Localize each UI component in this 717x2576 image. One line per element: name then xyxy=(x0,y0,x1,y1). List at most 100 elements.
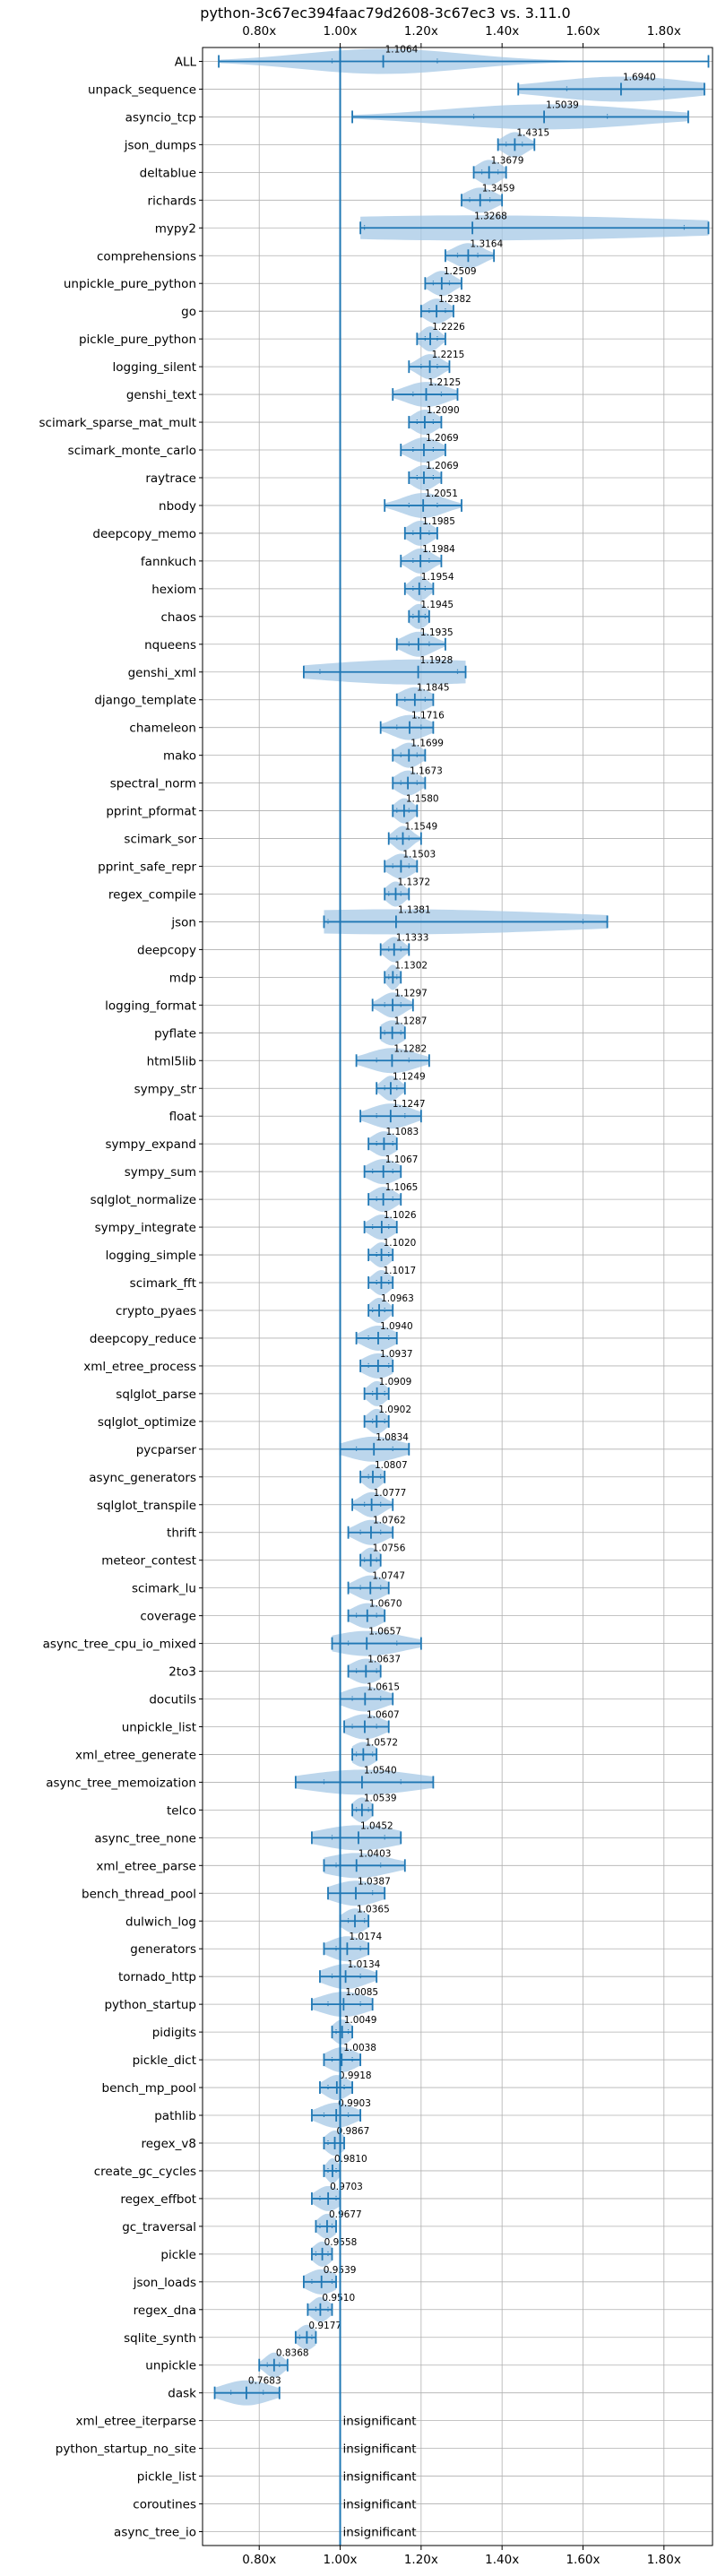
benchmark-value-label: 1.0134 xyxy=(348,1959,381,1970)
benchmark-value-label: 1.1954 xyxy=(421,572,454,583)
benchmark-value-label: 1.1580 xyxy=(406,794,439,805)
benchmark-value-label: 1.1699 xyxy=(410,739,444,749)
plot-frame xyxy=(202,47,713,2546)
benchmark-name: nbody xyxy=(159,499,196,514)
benchmark-name: json_dumps xyxy=(124,138,196,152)
benchmark-value-label: 1.0902 xyxy=(378,1405,411,1415)
benchmark-name: raytrace xyxy=(145,471,196,486)
benchmark-value-label: 1.2051 xyxy=(425,488,458,499)
benchmark-name: json_loads xyxy=(133,2276,196,2290)
benchmark-name: bench_thread_pool xyxy=(82,1887,196,1901)
benchmark-value-label: 1.2226 xyxy=(432,322,465,333)
benchmark-name: comprehensions xyxy=(97,249,196,264)
benchmark-name: unpickle_pure_python xyxy=(64,277,196,291)
benchmark-value-label: 1.0637 xyxy=(367,1655,401,1665)
benchmark-name: tornado_http xyxy=(118,1970,196,1984)
benchmark-name: chaos xyxy=(160,610,196,625)
benchmark-value-label: 1.0174 xyxy=(349,1932,382,1942)
benchmark-value-label: 1.3164 xyxy=(470,238,503,249)
x-tick-label-top: 1.40x xyxy=(485,24,519,39)
benchmark-name: crypto_pyaes xyxy=(116,1304,196,1318)
benchmark-value-label: 1.0834 xyxy=(376,1432,409,1443)
benchmark-value-label: 1.1372 xyxy=(397,877,430,887)
grid-layer xyxy=(203,48,713,2546)
benchmark-value-label: 1.3268 xyxy=(474,211,507,221)
benchmark-value-label: 1.1381 xyxy=(398,904,431,915)
benchmark-value-label: 1.0909 xyxy=(379,1377,412,1387)
x-tick-label-bottom: 1.00x xyxy=(324,2553,358,2567)
benchmark-name: coroutines xyxy=(133,2498,196,2512)
benchmark-name: sympy_expand xyxy=(105,1137,196,1152)
benchmark-value-label: 1.2509 xyxy=(444,266,477,277)
benchmark-value-label: 0.9703 xyxy=(330,2182,363,2192)
benchmark-value-label: 1.0085 xyxy=(345,1987,378,1998)
benchmark-value-label: 1.1017 xyxy=(383,1266,416,1276)
benchmark-value-label: 1.1020 xyxy=(384,1238,417,1249)
benchmark-name: async_tree_memoization xyxy=(46,1776,196,1790)
benchmark-value-label: 1.2069 xyxy=(426,461,459,471)
benchmark-name: float xyxy=(169,1110,196,1124)
insignificant-label: insignificant xyxy=(343,2498,417,2512)
benchmark-name: chameleon xyxy=(129,722,196,736)
benchmark-name: pickle xyxy=(160,2248,196,2262)
benchmark-name: sympy_integrate xyxy=(95,1221,196,1235)
insignificant-label: insignificant xyxy=(343,2526,417,2540)
benchmark-value-label: 1.1026 xyxy=(384,1210,417,1221)
benchmark-value-label: 1.2382 xyxy=(438,294,471,305)
benchmark-name: scimark_fft xyxy=(130,1276,196,1291)
benchmark-value-label: 1.0615 xyxy=(367,1682,400,1693)
benchmark-name: pickle_list xyxy=(137,2470,196,2485)
x-tick-label-top: 1.00x xyxy=(324,24,358,39)
benchmark-value-label: 1.2069 xyxy=(426,433,459,444)
benchmark-value-label: 1.1064 xyxy=(385,44,419,55)
benchmark-name: genshi_xml xyxy=(128,666,196,680)
benchmark-value-label: 1.0747 xyxy=(372,1571,405,1582)
benchmark-value-label: 1.0670 xyxy=(369,1599,402,1610)
benchmark-name: scimark_sor xyxy=(124,833,196,847)
benchmark-name: logging_silent xyxy=(113,360,196,375)
x-tick-label-bottom: 1.80x xyxy=(647,2553,681,2567)
benchmark-value-label: 1.0049 xyxy=(344,2015,377,2026)
benchmark-value-label: 0.9677 xyxy=(329,2209,362,2220)
x-tick-label-top: 1.20x xyxy=(404,24,438,39)
benchmark-name: deltablue xyxy=(140,166,196,180)
benchmark-value-label: 1.1503 xyxy=(402,850,436,860)
benchmark-name: regex_v8 xyxy=(141,2137,196,2151)
benchmark-name: python_startup xyxy=(104,1998,196,2012)
benchmark-value-label: 1.0540 xyxy=(364,1765,397,1776)
x-tick-label-top: 1.80x xyxy=(647,24,681,39)
benchmark-name: json xyxy=(170,915,196,929)
benchmark-name: dulwich_log xyxy=(125,1915,196,1929)
benchmark-name: pickle_pure_python xyxy=(79,333,196,347)
benchmark-name: meteor_contest xyxy=(101,1554,196,1569)
benchmark-name: dask xyxy=(168,2387,196,2401)
benchmark-name: logging_format xyxy=(105,998,196,1013)
benchmark-name: pycparser xyxy=(136,1443,197,1457)
benchmark-name: sqlite_synth xyxy=(124,2331,196,2346)
benchmark-name: sqlglot_parse xyxy=(116,1387,196,1402)
benchmark-value-label: 1.0365 xyxy=(357,1904,390,1915)
benchmark-value-label: 1.4315 xyxy=(516,127,549,138)
benchmark-name: pickle_dict xyxy=(133,2053,196,2068)
benchmark-name: asyncio_tcp xyxy=(125,110,196,125)
benchmark-value-label: 1.1333 xyxy=(396,932,429,943)
benchmark-value-label: 1.0756 xyxy=(373,1543,406,1554)
benchmark-name: unpickle xyxy=(145,2359,196,2373)
benchmark-name: pprint_safe_repr xyxy=(98,860,196,875)
benchmark-value-label: 1.0940 xyxy=(380,1321,413,1332)
benchmark-name: sympy_str xyxy=(134,1082,197,1096)
benchmark-name: async_tree_io xyxy=(114,2526,196,2540)
benchmark-name: xml_etree_iterparse xyxy=(76,2415,197,2429)
benchmark-value-label: 1.0038 xyxy=(343,2043,376,2053)
benchmark-name: mdp xyxy=(169,971,196,985)
benchmark-name: scimark_sparse_mat_mult xyxy=(39,416,196,430)
benchmark-value-label: 1.1845 xyxy=(417,683,450,694)
benchmark-name: logging_simple xyxy=(106,1249,196,1263)
benchmark-name: html5lib xyxy=(147,1054,196,1068)
benchmark-name: docutils xyxy=(149,1693,196,1707)
benchmark-name: pidigits xyxy=(152,2026,196,2040)
benchmark-value-label: 0.8368 xyxy=(276,2348,309,2359)
benchmark-name: ALL xyxy=(175,55,197,69)
benchmark-name: spectral_norm xyxy=(110,777,196,791)
